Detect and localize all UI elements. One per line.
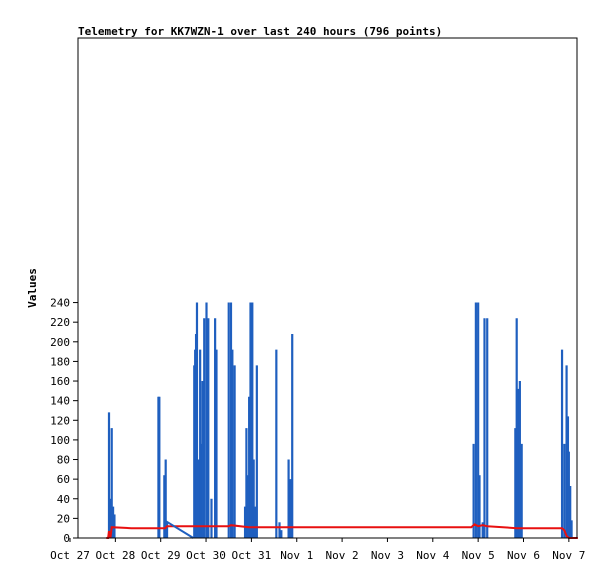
y-tick-label: 160	[50, 375, 70, 388]
x-tick-label: Oct 31	[232, 549, 272, 562]
y-tick-label: 40	[57, 493, 70, 506]
plot-frame	[77, 37, 578, 539]
y-tick-label: 60	[57, 473, 70, 486]
y-tick-label: 0	[63, 532, 70, 545]
x-tick-label: Nov 1	[280, 549, 313, 562]
y-tick-label: 120	[50, 414, 70, 427]
x-tick-label: Nov 5	[462, 549, 495, 562]
y-tick-label: 240	[50, 297, 70, 310]
x-tick-label: Nov 6	[507, 549, 540, 562]
x-tick-label: Oct 27	[50, 549, 90, 562]
y-tick-label: 200	[50, 336, 70, 349]
y-tick-label: 180	[50, 355, 70, 368]
telemetry-segment	[165, 520, 194, 539]
y-tick-label: 100	[50, 434, 70, 447]
telemetry-line	[106, 523, 578, 539]
x-axis: Oct 27 Oct 28 Oct 29 Oct 30 Oct 31 Nov 1 Nov 2…	[50, 538, 585, 562]
y-axis-label: Values	[26, 268, 39, 308]
x-tick-label: Oct 28	[95, 549, 135, 562]
x-tick-label: Nov 2	[326, 549, 359, 562]
y-tick-label: 220	[50, 316, 70, 329]
chart-title: Telemetry for KK7WZN-1 over last 240 hou…	[78, 25, 442, 38]
x-tick-label: Nov 3	[371, 549, 404, 562]
plot-content	[106, 302, 578, 539]
x-tick-label: Oct 29	[141, 549, 181, 562]
x-tick-label: Nov 7	[552, 549, 585, 562]
x-tick-label: Nov 4	[416, 549, 449, 562]
y-tick-label: 80	[57, 454, 70, 467]
x-tick-label: Oct 30	[186, 549, 226, 562]
y-axis: 0 20 40 60 80 100 120 140 160 180 200 220 240	[50, 297, 78, 545]
y-tick-label: 20	[57, 512, 70, 525]
y-tick-label: 140	[50, 395, 70, 408]
